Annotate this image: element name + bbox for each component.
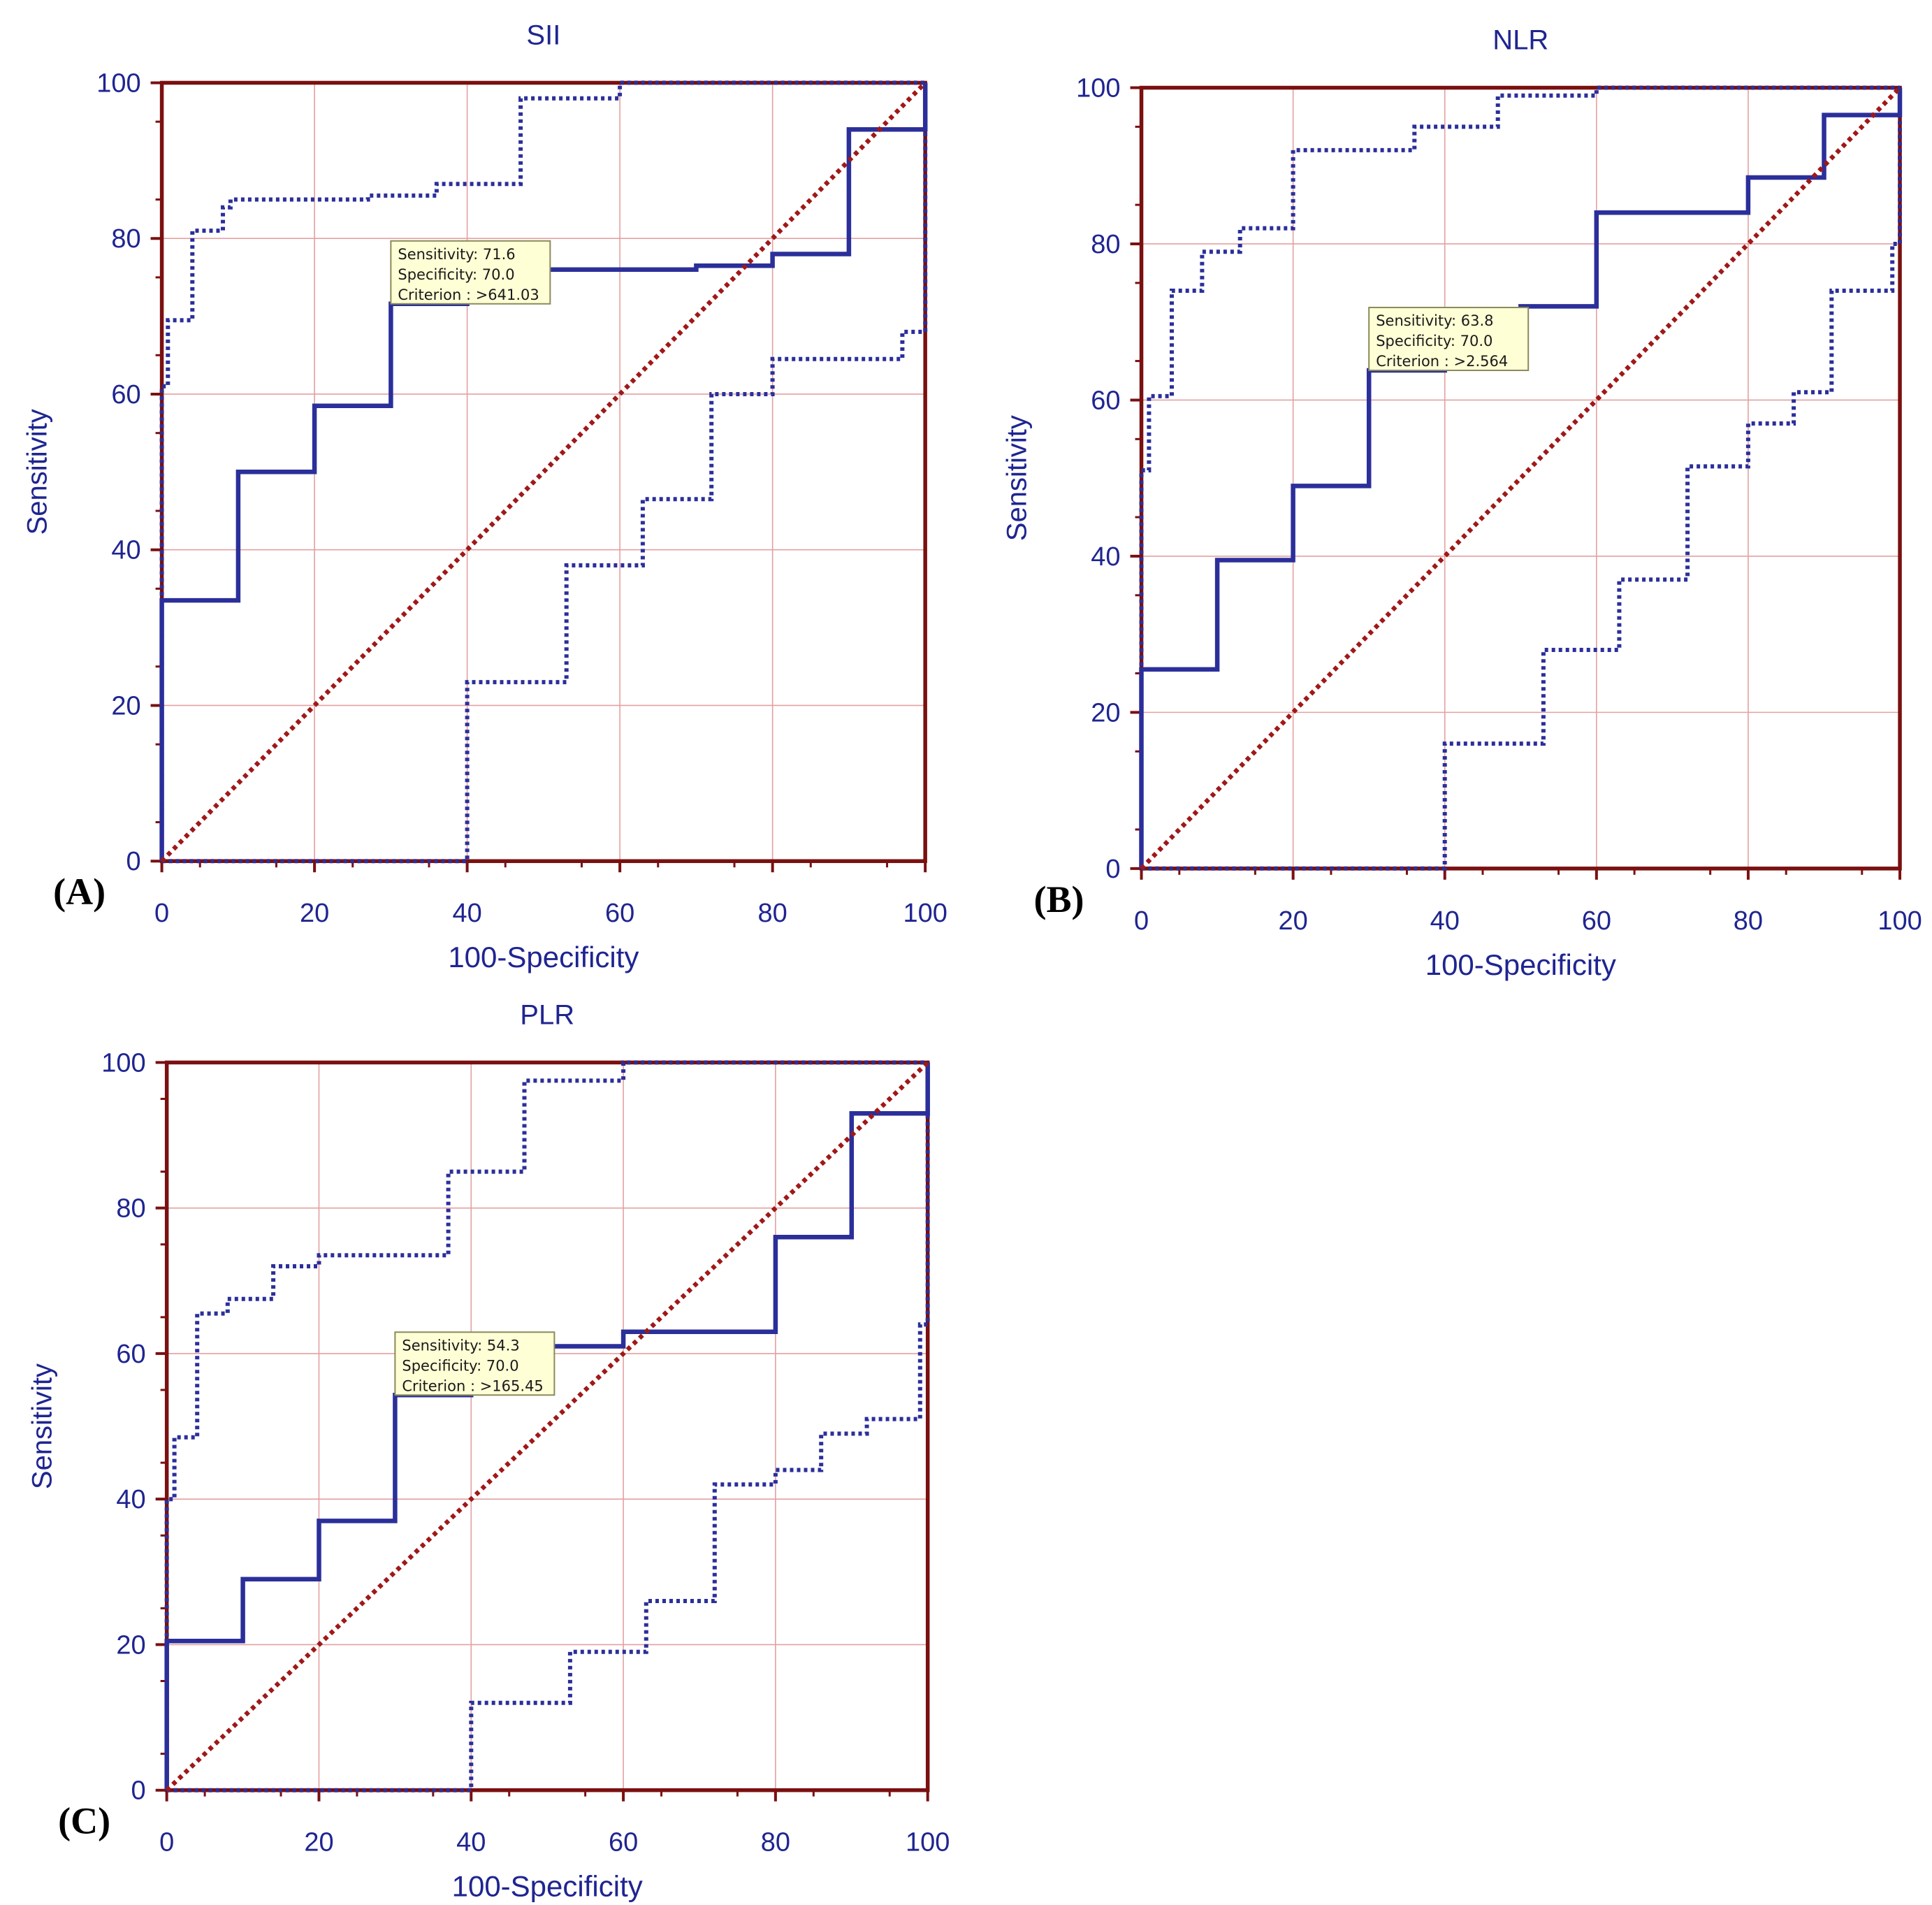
x-tick-label: 0 [1134,906,1149,936]
x-tick-label: 20 [1279,906,1308,936]
y-tick-label: 40 [116,1485,145,1514]
chart-panel-nlr: 0 20 40 60 80 100 0 20 40 60 80 100 Sensitivity: 63.… [1002,25,1922,981]
tooltip-box [390,240,551,305]
plot-frame [164,1060,930,1792]
panel-label: (C) [58,1800,110,1842]
x-tick-label: 40 [452,899,481,928]
tooltip-line: Criterion : >2.564 [1376,353,1508,370]
criterion-tooltip: Sensitivity: 71.6 Specificity: 70.0 Criter… [390,240,551,305]
criterion-tooltip: Sensitivity: 63.8 Specificity: 70.0 Criter… [1368,306,1530,371]
y-tick-label: 0 [126,847,140,876]
reference-diagonal-line [1140,86,1902,871]
y-axis-label: Sensitivity [1002,415,1033,541]
grid-lines [166,1062,929,1791]
x-tick-label: 60 [605,899,634,928]
panel-label: (B) [1034,878,1084,920]
lower-ci-line [1141,87,1902,871]
y-axis-label: Sensitivity [22,409,53,535]
y-tick-label: 100 [1076,74,1120,103]
tooltip-box [394,1331,555,1396]
x-tick-label: 80 [761,1828,790,1857]
y-tick-label: 0 [131,1776,146,1806]
tooltip-line: Sensitivity: 71.6 [398,246,515,263]
y-tick-label: 100 [101,1048,145,1078]
x-tick-label: 80 [758,899,787,928]
x-tick-label: 0 [154,899,169,928]
x-tick-label: 20 [300,899,329,928]
tooltip-line: Criterion : >165.45 [402,1377,543,1394]
roc-curve-line [164,1062,930,1790]
plot-frame [159,80,927,863]
y-tick-label: 100 [96,68,140,98]
y-axis-label: Sensitivity [27,1363,58,1489]
series-group [1139,85,1903,871]
upper-ci-line [164,1060,928,1790]
x-tick-label: 100 [1877,906,1922,936]
plot-frame [1139,85,1902,871]
y-tick-label: 20 [1091,698,1120,727]
y-tick-label: 80 [111,224,140,254]
x-tick-label: 40 [1430,906,1460,936]
x-axis-label: 100-Specificity [1425,948,1616,981]
panel-label: (A) [53,871,106,913]
y-tick-label: 20 [111,691,140,720]
reference-diagonal-line [165,1061,929,1792]
tooltip-box [1368,306,1530,371]
tooltip-line: Specificity: 70.0 [398,266,514,283]
lower-ci-line [166,1062,930,1792]
tooltip-line: Specificity: 70.0 [1376,333,1492,349]
lower-ci-line [161,82,928,864]
x-tick-label: 20 [304,1828,333,1857]
y-tick-label: 60 [111,380,140,410]
x-tick-label: 0 [159,1828,174,1857]
x-tick-label: 100 [906,1828,950,1857]
tooltip-line: Criterion : >641.03 [398,287,539,303]
series-group [159,80,928,864]
tooltip-line: Sensitivity: 54.3 [402,1337,519,1354]
y-tick-label: 20 [116,1630,145,1660]
y-tick-label: 80 [116,1194,145,1224]
y-tick-label: 60 [116,1340,145,1369]
criterion-tooltip: Sensitivity: 54.3 Specificity: 70.0 Criter… [394,1331,555,1396]
upper-ci-line [159,80,926,862]
chart-panel-sii: 0 20 40 60 80 100 0 20 40 60 80 100 Sensitivity: 71.… [22,20,947,973]
y-tick-label: 80 [1091,230,1120,259]
x-tick-label: 40 [456,1828,486,1857]
chart-panel-plr: 0 20 40 60 80 100 0 20 40 60 80 100 Sensitivity: 54.… [27,999,950,1902]
x-tick-label: 100 [903,899,947,928]
chart-title: PLR [520,999,574,1030]
y-tick-label: 60 [1091,386,1120,415]
chart-title: NLR [1492,25,1548,56]
y-tick-label: 40 [111,536,140,565]
minor-ticks [1135,125,1864,875]
x-axis-label: 100-Specificity [448,941,639,973]
x-tick-label: 60 [609,1828,638,1857]
tooltip-line: Specificity: 70.0 [402,1357,518,1374]
reference-diagonal-line [160,81,927,863]
y-tick-label: 0 [1105,855,1120,884]
tooltip-line: Sensitivity: 63.8 [1376,312,1493,329]
x-tick-label: 60 [1582,906,1611,936]
x-tick-label: 80 [1734,906,1763,936]
chart-title: SII [526,20,560,50]
series-group [164,1060,930,1792]
y-tick-label: 40 [1091,542,1120,572]
x-axis-label: 100-Specificity [452,1870,643,1903]
